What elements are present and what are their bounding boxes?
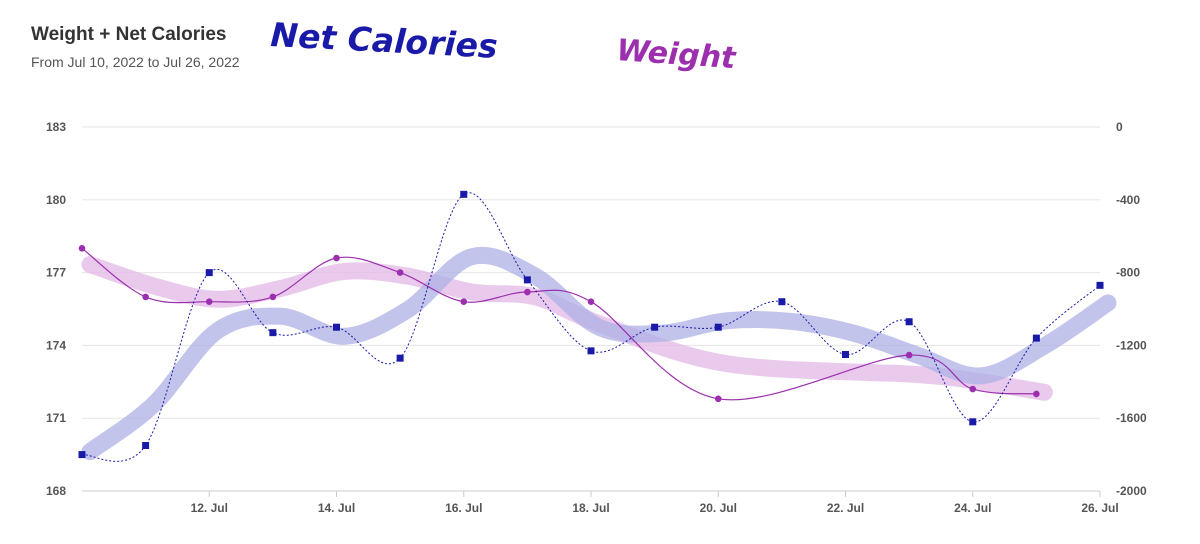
- net-calories-point: [142, 442, 150, 449]
- y-axis-left: 168 171 174 177 180 183: [46, 120, 66, 498]
- net-calories-point: [523, 276, 531, 284]
- x-axis: 12. Jul 14. Jul 16. Jul 18. Jul 20. Jul 22. J…: [82, 490, 1119, 515]
- x-tick-label: 16. Jul: [445, 501, 482, 515]
- weight-point: [969, 385, 977, 393]
- weight-point: [714, 395, 722, 403]
- trend-bands: [81, 247, 1117, 461]
- x-tick-label: 12. Jul: [191, 501, 228, 515]
- y-left-tick-label: 183: [46, 120, 66, 134]
- net-calories-point: [460, 190, 468, 198]
- weight-point: [396, 269, 404, 276]
- y-right-tick-label: -2000: [1116, 484, 1147, 498]
- net-calories-line: [81, 192, 1101, 462]
- y-right-tick-label: -1200: [1116, 338, 1147, 352]
- x-tick-label: 14. Jul: [318, 501, 355, 515]
- y-right-tick-label: -1600: [1116, 411, 1147, 425]
- net-calories-point: [587, 347, 595, 355]
- weight-point: [269, 293, 277, 301]
- chart-header: Weight + Net Calories From Jul 10, 2022 …: [31, 24, 240, 70]
- net-calories-point: [714, 323, 722, 331]
- y-right-tick-label: 0: [1116, 120, 1123, 134]
- weight-point: [333, 254, 340, 262]
- y-axis-right: -2000 -1600 -1200 -800 -400 0: [1116, 120, 1147, 498]
- net-calories-point: [269, 329, 277, 337]
- weight-point: [587, 298, 595, 306]
- weight-point: [1033, 390, 1040, 398]
- chart-subtitle: From Jul 10, 2022 to Jul 26, 2022: [31, 54, 240, 70]
- x-tick-label: 20. Jul: [700, 501, 737, 515]
- net-calories-point: [396, 354, 404, 362]
- net-calories-trend-band: [81, 247, 1117, 461]
- net-calories-point: [205, 269, 213, 277]
- weight-point: [78, 245, 86, 252]
- net-calories-point: [905, 318, 913, 326]
- net-calories-point: [78, 451, 86, 459]
- handwritten-net-calories-label: Net Calories: [270, 15, 499, 66]
- x-tick-label: 18. Jul: [572, 501, 609, 515]
- y-right-tick-label: -800: [1116, 266, 1140, 280]
- x-tick-label: 24. Jul: [954, 501, 991, 515]
- y-left-tick-label: 174: [46, 338, 66, 352]
- series-markers: [78, 190, 1104, 459]
- weight-point: [460, 298, 468, 306]
- weight-point: [524, 288, 531, 296]
- y-right-tick-label: -400: [1116, 193, 1140, 207]
- weight-trend-band: [81, 256, 1053, 401]
- handwritten-weight-label: Weight: [615, 33, 738, 76]
- y-left-tick-label: 180: [46, 193, 66, 207]
- chart-title: Weight + Net Calories: [31, 24, 227, 45]
- net-calories-point: [1096, 281, 1104, 289]
- grid-lines: [82, 126, 1100, 492]
- weight-point: [142, 293, 149, 301]
- net-calories-point: [842, 351, 849, 358]
- x-tick-label: 26. Jul: [1081, 501, 1118, 515]
- y-left-tick-label: 177: [46, 266, 66, 280]
- y-left-tick-label: 168: [46, 484, 66, 498]
- x-tick-label: 22. Jul: [827, 501, 864, 515]
- net-calories-point: [778, 298, 786, 306]
- net-calories-point: [333, 323, 340, 331]
- weight-point: [205, 298, 213, 306]
- net-calories-point: [1032, 334, 1040, 342]
- weight-point: [905, 351, 913, 359]
- y-left-tick-label: 171: [46, 411, 66, 425]
- net-calories-point: [651, 323, 659, 331]
- net-calories-point: [969, 418, 977, 426]
